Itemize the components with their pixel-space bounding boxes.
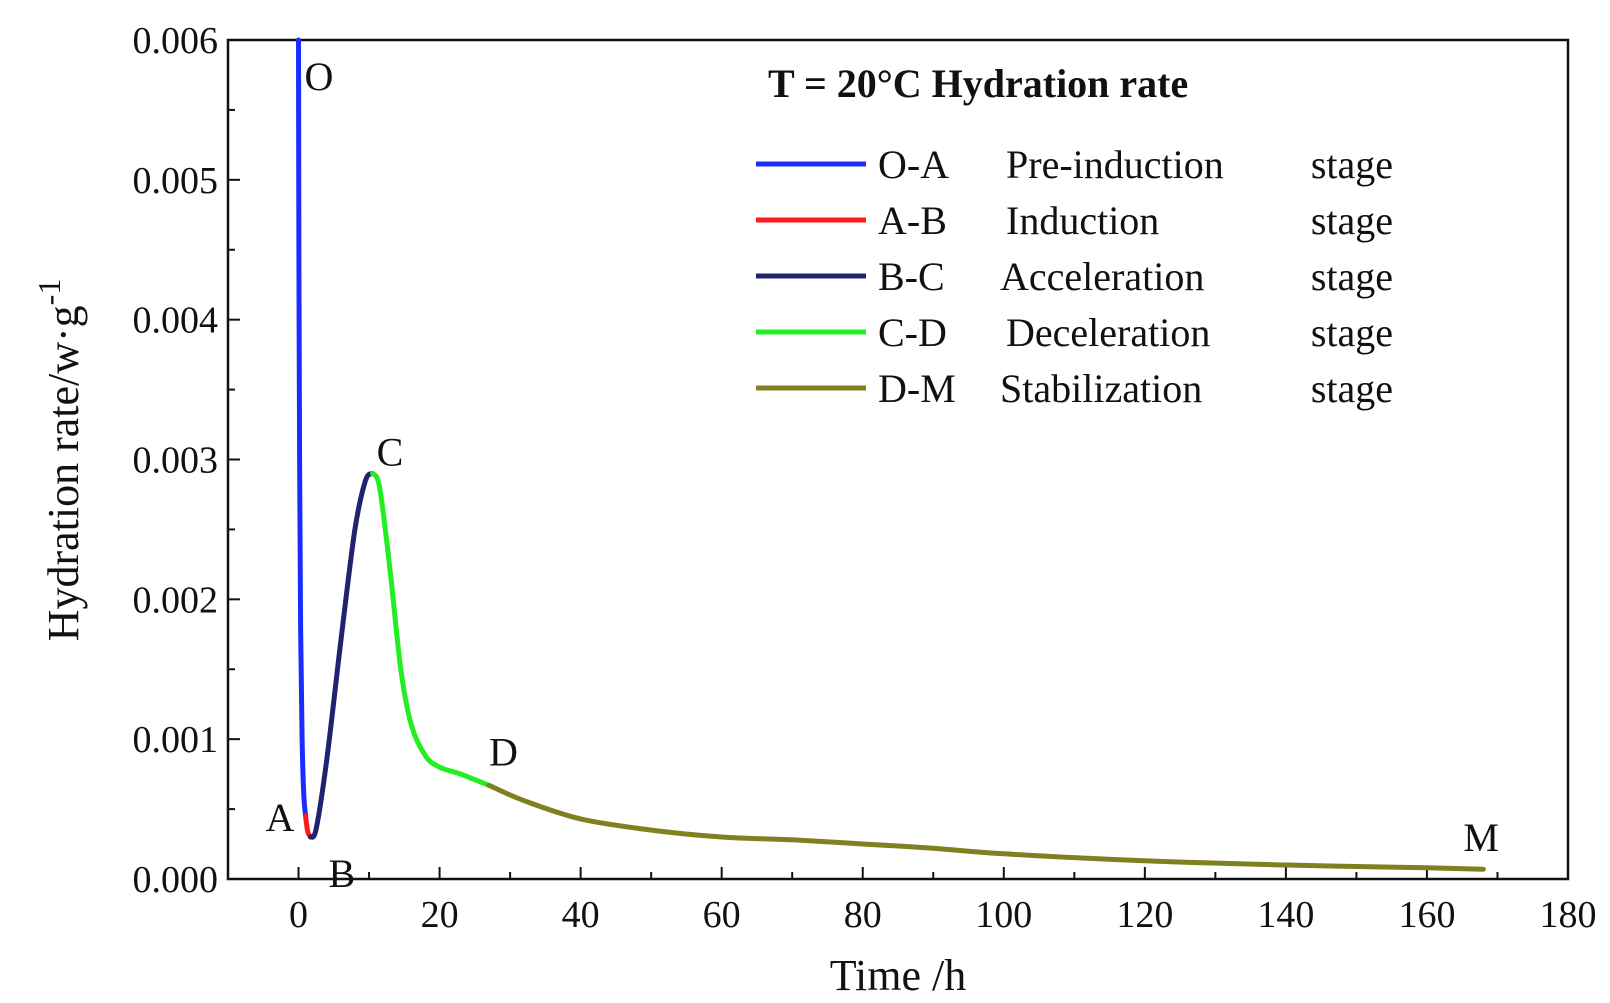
legend-label-a-b: A-B [878, 198, 947, 243]
legend-label-b-c: B-C [878, 254, 945, 299]
legend: T = 20°C Hydration rate O-A Pre-induction… [756, 61, 1393, 411]
legend-stage-suffix: stage [1311, 366, 1393, 411]
x-tick-label: 180 [1540, 894, 1597, 936]
y-axis: 0.000 0.001 0.002 0.003 0.004 0.005 0.006 [133, 20, 240, 901]
legend-stage-suffix: stage [1311, 310, 1393, 355]
x-tick-label: 100 [975, 894, 1032, 936]
x-axis-title: Time /h [830, 951, 967, 1000]
x-tick-label: 140 [1257, 894, 1314, 936]
y-axis-title-superscript: -1 [31, 279, 67, 306]
legend-stage-name: Induction [1006, 198, 1159, 243]
legend-stage-name: Pre-induction [1006, 142, 1224, 187]
series-line-d-m [486, 782, 1486, 872]
point-labels: O AB C D M [266, 54, 1499, 896]
point-label-b: B [329, 851, 356, 896]
legend-stage-name: Stabilization [1000, 366, 1202, 411]
point-label-d: D [489, 729, 518, 774]
legend-label-d-m: D-M [878, 366, 956, 411]
series-line-c-d [370, 471, 492, 788]
legend-stage-suffix: stage [1311, 198, 1393, 243]
legend-stage-name: Deceleration [1006, 310, 1210, 355]
y-tick-label: 0.004 [133, 300, 219, 342]
x-tick-label: 120 [1116, 894, 1173, 936]
legend-title: T = 20°C Hydration rate [768, 61, 1188, 106]
x-tick-label: 20 [421, 894, 459, 936]
legend-stage-name: Acceleration [1000, 254, 1204, 299]
series-line-a-b [303, 813, 313, 840]
point-label-o: O [305, 54, 334, 99]
x-tick-label: 60 [703, 894, 741, 936]
legend-stage-suffix: stage [1311, 254, 1393, 299]
y-axis-title-main: Hydration rate/w·g [39, 305, 88, 641]
point-label-m: M [1463, 815, 1499, 860]
x-tick-label: 0 [289, 894, 308, 936]
y-tick-label: 0.000 [133, 859, 219, 901]
y-tick-label: 0.002 [133, 579, 219, 621]
series-line-o-a [296, 37, 309, 819]
x-tick-label: 160 [1398, 894, 1455, 936]
y-axis-title: Hydration rate/w·g-1 [31, 279, 88, 642]
y-tick-label: 0.003 [133, 440, 219, 482]
legend-stage-suffix: stage [1311, 142, 1393, 187]
x-axis: 0 20 40 60 80 100 120 140 160 180 [227, 867, 1597, 936]
point-label-a: A [266, 795, 295, 840]
series-line-b-c [308, 471, 376, 840]
y-tick-label: 0.005 [133, 160, 219, 202]
x-tick-label: 40 [562, 894, 600, 936]
legend-items: O-A Pre-induction stage A-B Induction stage B-… [756, 142, 1393, 411]
series-lines [296, 37, 1486, 872]
y-tick-label: 0.001 [133, 719, 219, 761]
legend-label-o-a: O-A [878, 142, 949, 187]
legend-label-c-d: C-D [878, 310, 947, 355]
y-tick-label: 0.006 [133, 20, 219, 62]
x-tick-label: 80 [844, 894, 882, 936]
point-label-c: C [377, 429, 404, 474]
